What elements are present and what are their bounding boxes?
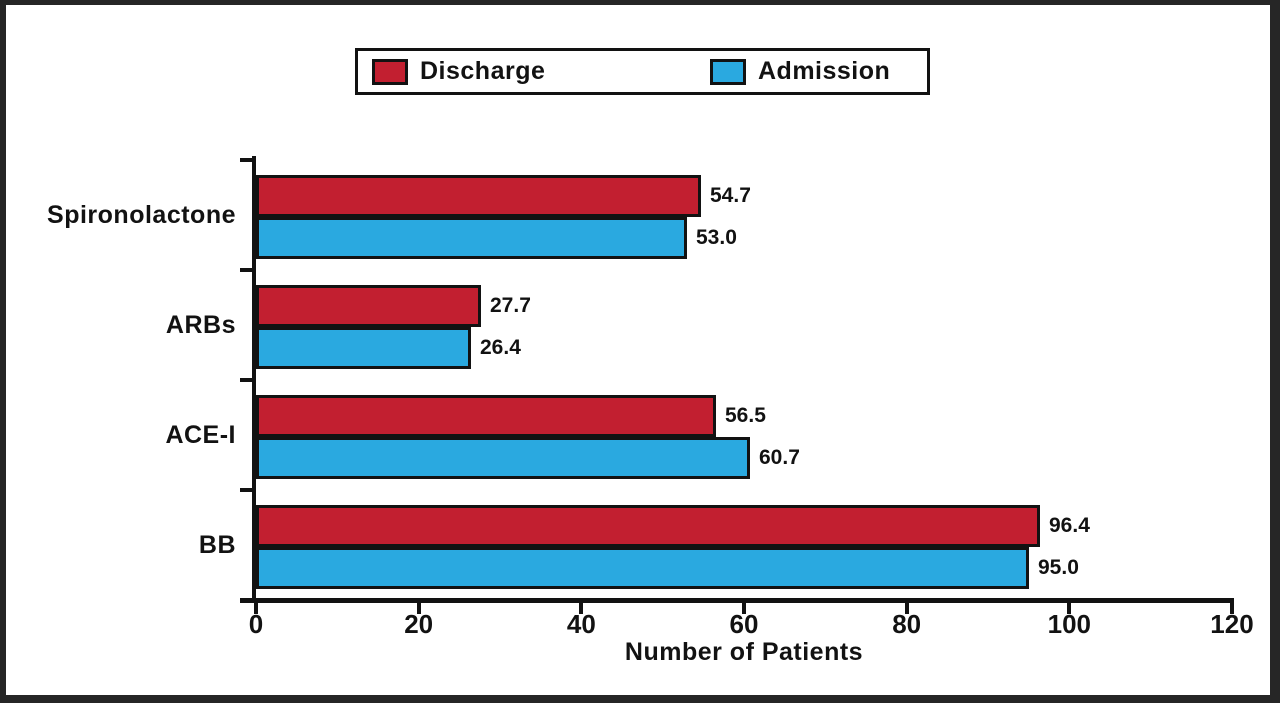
value-label: 53.0 bbox=[696, 226, 737, 249]
x-axis-line bbox=[240, 598, 1234, 603]
admission-color-swatch bbox=[710, 58, 746, 85]
bar-discharge-spironolactone bbox=[256, 175, 701, 217]
bar-admission-arbs bbox=[256, 327, 471, 369]
bar-discharge-ace-i bbox=[256, 395, 716, 437]
x-tick bbox=[416, 603, 421, 614]
category-label-bb: BB bbox=[198, 531, 236, 559]
discharge-color-swatch bbox=[372, 58, 408, 85]
legend-label-admission: Admission bbox=[758, 57, 891, 85]
bar-admission-spironolactone bbox=[256, 217, 687, 259]
value-label: 95.0 bbox=[1038, 556, 1079, 579]
x-tick-label: 60 bbox=[729, 609, 759, 639]
legend: Discharge Admission bbox=[355, 48, 930, 95]
value-label: 27.7 bbox=[490, 294, 531, 317]
y-tick bbox=[240, 158, 256, 162]
value-label: 60.7 bbox=[759, 446, 800, 469]
x-tick bbox=[254, 603, 258, 614]
x-tick bbox=[904, 603, 909, 614]
x-tick-label: 120 bbox=[1210, 609, 1254, 639]
category-label-arbs: ARBs bbox=[165, 311, 236, 339]
value-label: 56.5 bbox=[725, 404, 766, 427]
x-tick bbox=[579, 603, 584, 614]
legend-item-discharge: Discharge bbox=[372, 51, 545, 92]
x-tick-label: 0 bbox=[248, 609, 264, 639]
y-tick bbox=[240, 488, 256, 492]
bar-discharge-bb bbox=[256, 505, 1040, 547]
legend-item-admission: Admission bbox=[710, 51, 890, 92]
value-label: 26.4 bbox=[480, 336, 521, 359]
x-tick-label: 80 bbox=[892, 609, 922, 639]
y-tick bbox=[240, 268, 256, 272]
x-tick bbox=[1067, 603, 1072, 614]
legend-label-discharge: Discharge bbox=[420, 57, 546, 85]
x-tick-label: 40 bbox=[566, 609, 596, 639]
bar-discharge-arbs bbox=[256, 285, 481, 327]
x-axis-title: Number of Patients bbox=[624, 638, 864, 666]
x-tick-label: 100 bbox=[1047, 609, 1092, 639]
bar-admission-ace-i bbox=[256, 437, 750, 479]
category-label-spironolactone: Spironolactone bbox=[47, 201, 236, 229]
category-label-ace-i: ACE-I bbox=[165, 421, 236, 449]
x-tick-label: 20 bbox=[404, 609, 434, 639]
value-label: 96.4 bbox=[1049, 514, 1090, 537]
value-label: 54.7 bbox=[710, 184, 751, 207]
x-tick bbox=[1230, 603, 1234, 614]
x-tick bbox=[742, 603, 746, 614]
bar-admission-bb bbox=[256, 547, 1029, 589]
y-tick bbox=[240, 378, 256, 382]
